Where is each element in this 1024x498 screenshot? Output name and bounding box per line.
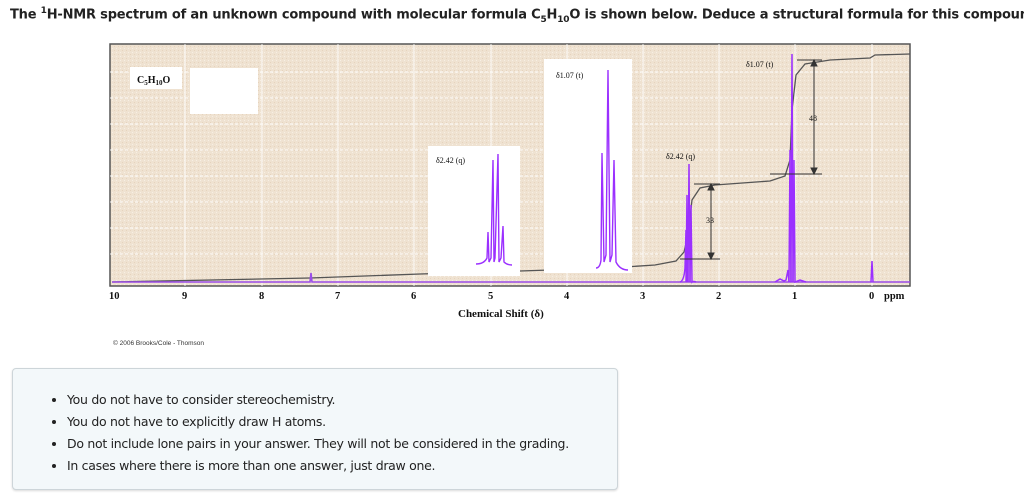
inset-quartet-spectrum (475, 153, 513, 266)
x-axis-title: Chemical Shift (δ) (458, 308, 544, 320)
svg-text:5: 5 (488, 291, 493, 302)
inset-triplet-spectrum (595, 69, 629, 271)
formula-label-box (130, 67, 182, 89)
svg-text:2: 2 (716, 291, 721, 302)
inset-quartet-label: δ2.42 (q) (436, 156, 465, 165)
question-text-suffix: O is shown below. Deduce a structural fo… (569, 7, 1024, 23)
peak-label-2-42: δ2.42 (q) (666, 152, 695, 161)
svg-text:7: 7 (335, 291, 340, 302)
formula-label: C5H10O (137, 75, 171, 87)
instructions-box: You do not have to consider stereochemis… (12, 368, 618, 490)
blank-box (190, 68, 258, 114)
nmr-spectrum-chart: C5H10O δ2.42 (q) δ1.07 (t) (109, 43, 911, 320)
instruction-item: In cases where there is more than one an… (67, 455, 569, 477)
svg-text:10: 10 (109, 291, 120, 302)
peak-2-42 (679, 163, 697, 284)
integral-marker-33 (680, 182, 720, 261)
peak-tms (870, 260, 874, 283)
question-prompt: The 1H-NMR spectrum of an unknown compou… (10, 6, 1024, 25)
peak-1-07 (774, 53, 807, 284)
instructions-list: You do not have to consider stereochemis… (13, 389, 569, 477)
svg-text:0: 0 (869, 291, 874, 302)
inset-triplet-label: δ1.07 (t) (556, 71, 584, 80)
x-axis-ticks: 10 9 8 7 6 5 4 3 2 1 0 (109, 291, 874, 302)
subscript-5: 5 (540, 14, 547, 25)
svg-text:8: 8 (259, 291, 264, 302)
question-text-middle: H-NMR spectrum of an unknown compound wi… (46, 7, 541, 23)
instruction-item: You do not have to explicitly draw H ato… (67, 411, 569, 433)
spectrum-baseline (112, 272, 910, 283)
superscript-1: 1 (40, 6, 47, 16)
svg-text:6: 6 (411, 291, 416, 302)
question-text-prefix: The (10, 7, 41, 23)
peak-label-1-07: δ1.07 (t) (746, 60, 774, 69)
nmr-spectrum-figure: C5H10O δ2.42 (q) δ1.07 (t) (109, 43, 911, 320)
integral-marker-48 (770, 58, 822, 176)
svg-text:9: 9 (182, 291, 187, 302)
instruction-item: Do not include lone pairs in your answer… (67, 433, 569, 455)
integral-value-48: 48 (809, 114, 817, 123)
x-axis-unit: ppm (884, 291, 905, 302)
question-text-h: H (546, 7, 558, 23)
svg-text:1: 1 (792, 291, 797, 302)
integral-value-33: 33 (706, 216, 714, 225)
svg-text:3: 3 (640, 291, 645, 302)
svg-text:4: 4 (564, 291, 570, 302)
subscript-10: 10 (557, 14, 570, 25)
inset-quartet-box (428, 146, 520, 276)
instruction-item: You do not have to consider stereochemis… (67, 389, 569, 411)
copyright-notice: © 2006 Brooks/Cole - Thomson (113, 340, 205, 347)
inset-triplet-box (544, 59, 632, 273)
